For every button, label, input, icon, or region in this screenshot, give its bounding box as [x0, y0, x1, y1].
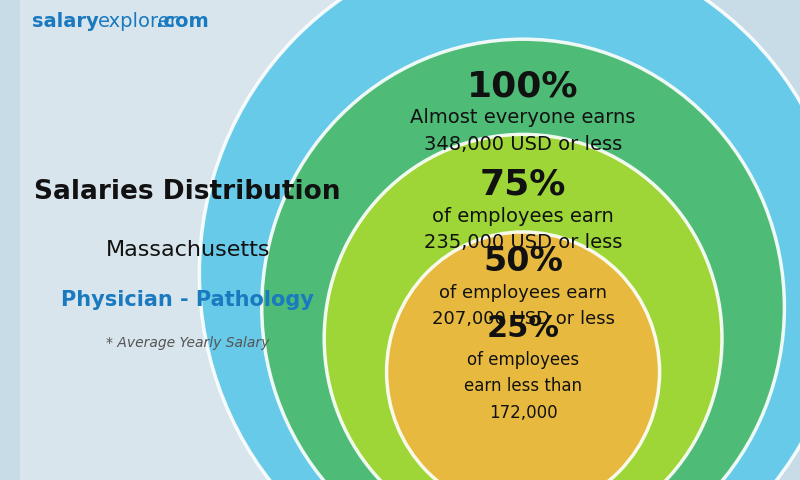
- Bar: [20, 0, 363, 480]
- Text: salary: salary: [32, 12, 98, 31]
- Text: 100%: 100%: [467, 70, 579, 103]
- Text: explorer: explorer: [98, 12, 179, 31]
- Ellipse shape: [324, 134, 722, 480]
- Text: 348,000 USD or less: 348,000 USD or less: [424, 134, 622, 154]
- Text: 172,000: 172,000: [489, 404, 558, 422]
- Text: Massachusetts: Massachusetts: [106, 240, 270, 260]
- Text: .com: .com: [157, 12, 210, 31]
- Ellipse shape: [386, 232, 659, 480]
- Text: 75%: 75%: [480, 168, 566, 202]
- Text: of employees: of employees: [467, 351, 579, 369]
- Text: 235,000 USD or less: 235,000 USD or less: [424, 233, 622, 252]
- Text: Physician - Pathology: Physician - Pathology: [62, 290, 314, 310]
- Ellipse shape: [199, 0, 800, 480]
- Text: of employees earn: of employees earn: [439, 284, 607, 302]
- Text: 207,000 USD or less: 207,000 USD or less: [431, 310, 614, 328]
- Text: Almost everyone earns: Almost everyone earns: [410, 108, 636, 127]
- Ellipse shape: [262, 39, 784, 480]
- Text: earn less than: earn less than: [464, 377, 582, 396]
- Text: * Average Yearly Salary: * Average Yearly Salary: [106, 336, 270, 350]
- Text: of employees earn: of employees earn: [432, 206, 614, 226]
- Text: 25%: 25%: [486, 314, 559, 343]
- Text: Salaries Distribution: Salaries Distribution: [34, 179, 341, 205]
- Text: 50%: 50%: [483, 245, 563, 278]
